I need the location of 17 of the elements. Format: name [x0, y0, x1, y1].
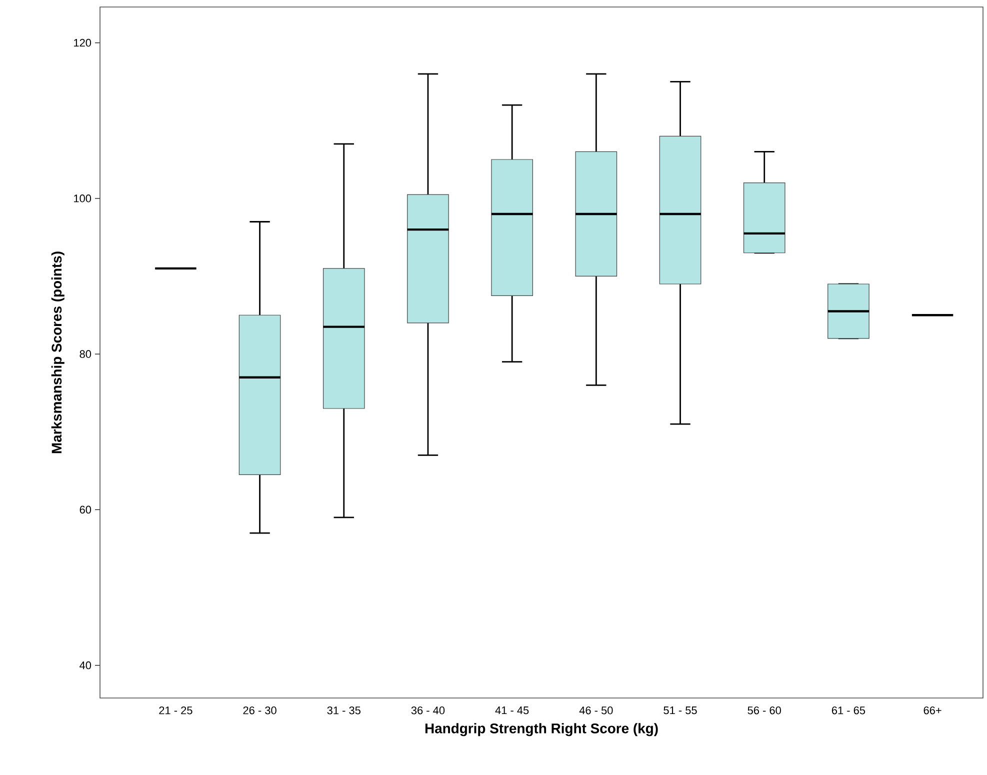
y-tick-label: 80: [80, 350, 92, 358]
y-tick-label: 60: [80, 506, 92, 514]
x-tick-label: 46 - 50: [579, 706, 613, 714]
x-tick-label: 41 - 45: [495, 706, 529, 714]
x-tick-label: 21 - 25: [159, 706, 192, 714]
x-tick-label: 51 - 55: [664, 706, 697, 714]
x-tick-label: 26 - 30: [243, 706, 276, 714]
x-tick-label: 56 - 60: [748, 706, 781, 714]
x-tick-label: 31 - 35: [327, 706, 360, 714]
x-axis-title: Handgrip Strength Right Score (kg): [425, 723, 658, 736]
x-tick-label: 61 - 65: [832, 706, 866, 714]
y-tick-label: 40: [80, 661, 92, 670]
x-tick-label: 66+: [924, 706, 942, 714]
y-axis-title: Marksmanship Scores (points): [51, 252, 64, 454]
y-tick-label: 100: [74, 194, 92, 202]
y-tick-label: 120: [74, 38, 92, 47]
x-tick-label: 36 - 40: [411, 706, 445, 714]
